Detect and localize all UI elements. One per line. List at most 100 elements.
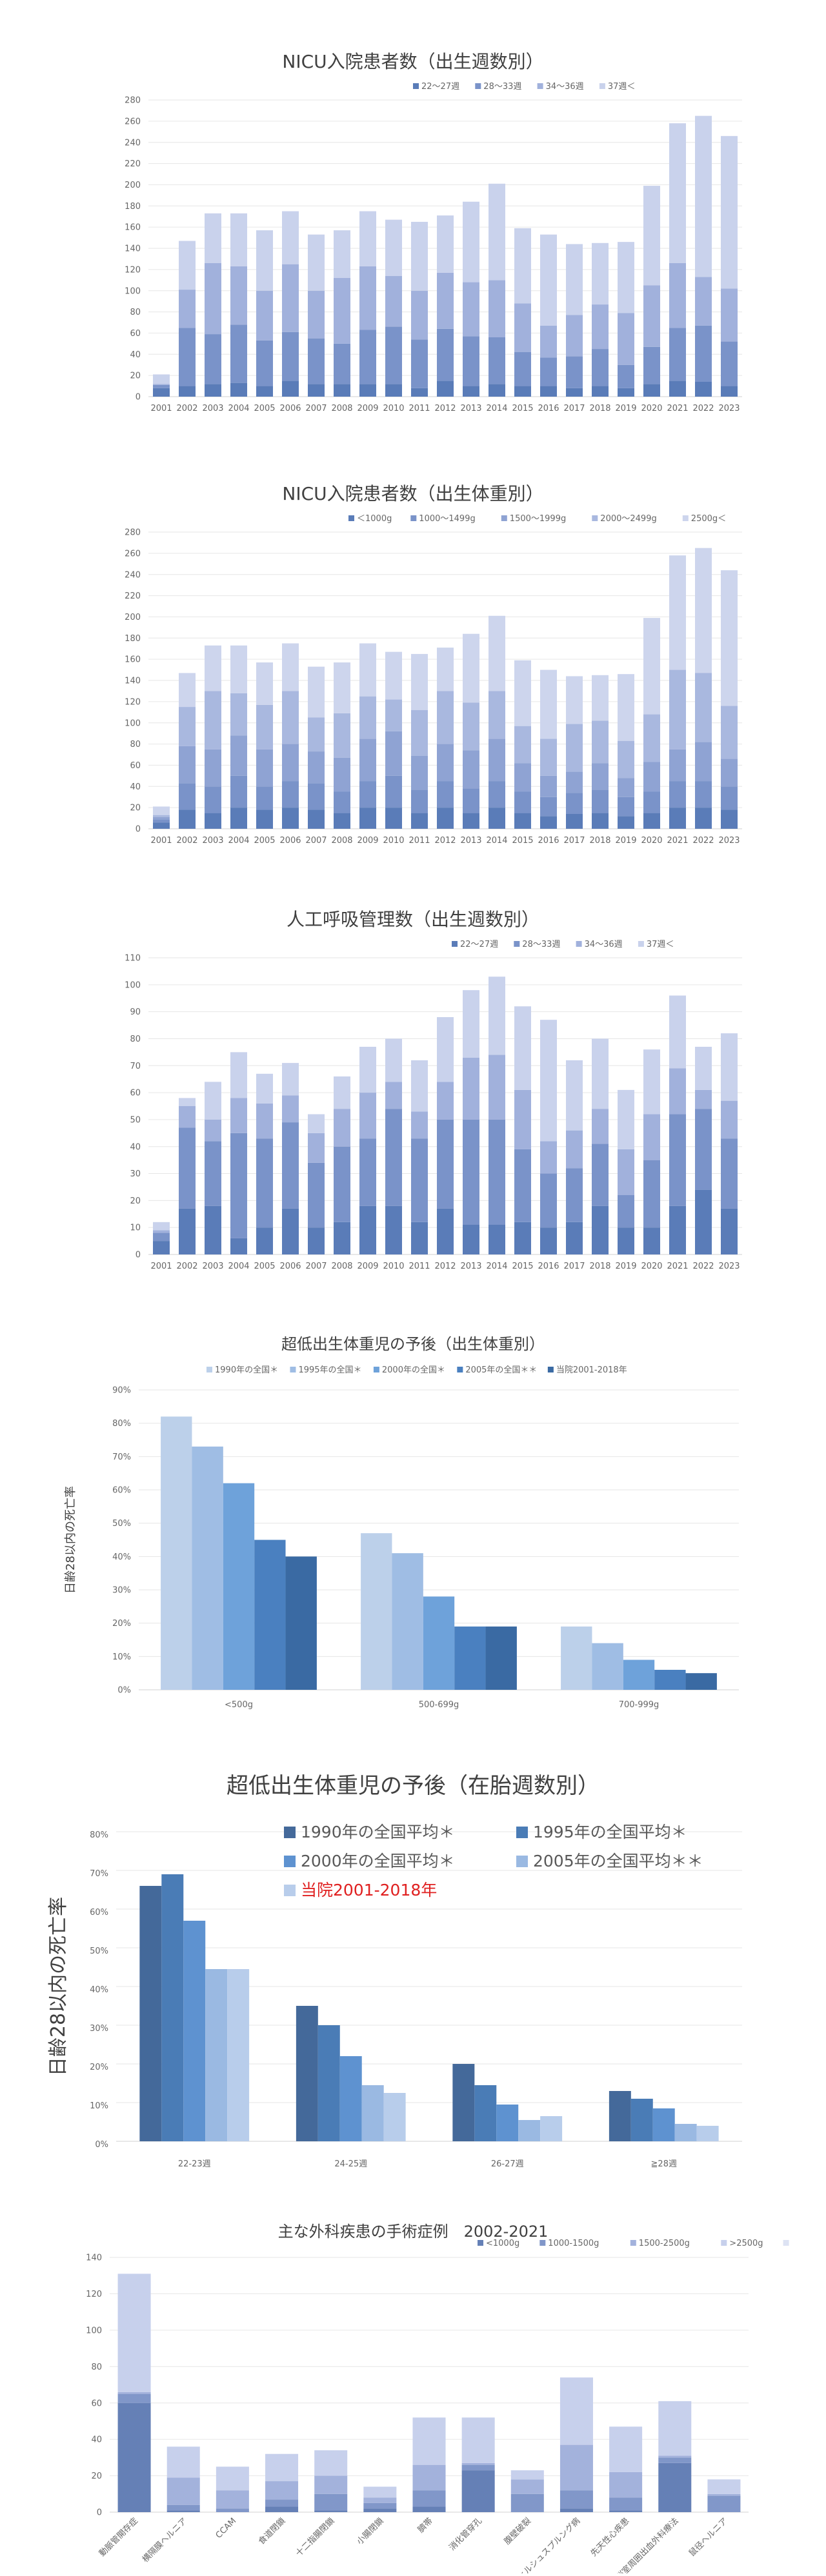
legend-swatch — [475, 83, 481, 89]
legend-swatch — [721, 2240, 727, 2246]
legend-entry: 当院2001-2018年 — [301, 1881, 437, 1899]
legend-swatch — [592, 515, 598, 521]
bar-2015-series-4 — [514, 660, 531, 726]
x-tick-label: CCAM — [214, 2516, 239, 2541]
bar-2011-series-1 — [411, 339, 428, 388]
legend: <1000g 1000-1500g 1500-2500g >2500g — [478, 2239, 789, 2248]
x-tick-label: 2006 — [279, 404, 301, 413]
legend-entry: 2500g＜ — [691, 514, 726, 524]
bar-22-23週-series-1 — [161, 1874, 184, 2141]
bar-2011-series-3 — [411, 1060, 428, 1112]
y-tick-label: 50 — [130, 1115, 141, 1125]
bar-2011-series-0 — [411, 388, 428, 397]
bar-2007-series-3 — [308, 1114, 325, 1133]
bar-2023-series-4 — [721, 570, 738, 706]
bar-2016-series-1 — [540, 1173, 557, 1228]
bar-横隔膜ヘルニア-series-0 — [166, 2510, 200, 2512]
bar-2023-series-2 — [721, 1100, 738, 1139]
chart-elbw-prognosis-gestation: 超低出生体重児の予後（在胎週数別） 0% 10% 20% 30% 40% 50% 60% 70%… — [0, 1767, 826, 2180]
bar-26-27週-series-2 — [496, 2105, 519, 2141]
bar-2001-series-0 — [153, 388, 170, 397]
x-tick-label: 2007 — [305, 836, 327, 846]
bar-2006-series-0 — [282, 381, 299, 397]
bar-2005-series-3 — [256, 704, 273, 749]
x-tick-label: 2004 — [228, 836, 249, 846]
x-tick-label: 24-25週 — [334, 2159, 367, 2169]
bar-<500g-series-1 — [192, 1446, 223, 1690]
legend-entry: 1990年の全国平均＊ — [301, 1823, 455, 1841]
bar-2008-series-0 — [334, 384, 350, 397]
bar-2005-series-1 — [256, 340, 273, 386]
bar-2020-series-1 — [643, 346, 660, 384]
legend-swatch — [410, 515, 417, 521]
bar-2003-series-0 — [205, 813, 221, 829]
y-tick-label: 50% — [112, 1519, 131, 1529]
bar-2010-series-1 — [385, 775, 402, 808]
bar-脳室周囲出血外科療法-series-0 — [658, 2462, 692, 2512]
bar-2003-series-1 — [205, 1141, 221, 1206]
bar-2014-series-3 — [489, 691, 505, 739]
bar-2018-series-1 — [592, 1144, 609, 1206]
x-tick-label: 2017 — [563, 836, 585, 846]
x-tick-label: 2018 — [589, 1262, 610, 1271]
bar-2017-series-0 — [566, 814, 583, 829]
bar-2021-series-1 — [669, 328, 686, 381]
legend-entry: 1995年の全国平均＊ — [533, 1823, 687, 1841]
bar-2003-series-3 — [205, 691, 221, 749]
bar-<500g-series-4 — [285, 1556, 317, 1690]
bar-2019-series-3 — [618, 242, 634, 313]
bar-2014-series-1 — [489, 1119, 505, 1225]
y-tick-label: 260 — [125, 117, 141, 126]
legend-swatch — [284, 1827, 296, 1838]
bar-2017-series-3 — [566, 244, 583, 315]
bar-2020-series-2 — [643, 1114, 660, 1160]
bar-2009-series-4 — [359, 643, 376, 697]
bar-小腸閉鎖-series-0 — [363, 2508, 397, 2512]
y-tick-label: 240 — [125, 138, 141, 148]
bar-2017-series-1 — [566, 793, 583, 814]
x-tick-label: 2002 — [176, 404, 197, 413]
x-tick-label: 2009 — [357, 1262, 378, 1271]
bar-2015-series-1 — [514, 1149, 531, 1222]
bar-2007-series-3 — [308, 234, 325, 291]
legend-swatch — [537, 83, 543, 89]
bar-2017-series-1 — [566, 1168, 583, 1222]
bar-2020-series-0 — [643, 813, 660, 829]
bar-24-25週-series-0 — [296, 2006, 318, 2141]
bar-2021-series-3 — [669, 669, 686, 749]
bar-2021-series-4 — [669, 555, 686, 670]
y-tick-label: 20 — [130, 372, 141, 381]
bar-先天性心疾患-series-2 — [609, 2472, 643, 2498]
bar-2014-series-3 — [489, 183, 505, 281]
bar-22-23週-series-0 — [139, 1886, 162, 2141]
bar-2020-series-2 — [643, 762, 660, 792]
bar-2020-series-2 — [643, 285, 660, 347]
y-tick-label: 200 — [125, 613, 141, 622]
bar-2020-series-3 — [643, 714, 660, 762]
bar-2003-series-0 — [205, 1205, 221, 1254]
bar-2012-series-3 — [437, 215, 454, 273]
y-tick-label: 0 — [136, 393, 141, 402]
bar-2019-series-3 — [618, 1089, 634, 1149]
legend-entry: 1000～1499g — [419, 514, 475, 524]
x-tick-label: 2022 — [692, 404, 714, 413]
bar-500-699g-series-0 — [361, 1533, 392, 1690]
bar-2011-series-3 — [411, 221, 428, 291]
bar-500-699g-series-4 — [485, 1626, 517, 1690]
y-tick-label: 80% — [90, 1830, 108, 1840]
bar-2011-series-1 — [411, 789, 428, 813]
y-tick-label: 100 — [86, 2326, 102, 2335]
legend-swatch — [539, 2240, 546, 2246]
bar-2013-series-0 — [463, 386, 479, 397]
legend: 22～27週 28～33週 34～36週 37週＜ — [413, 82, 635, 92]
chart-title: 超低出生体重児の予後（出生体重別） — [281, 1335, 545, 1353]
bar-2009-series-2 — [359, 1093, 376, 1139]
legend-entry: 2000年の全国＊ — [382, 1365, 445, 1375]
bar-2001-series-1 — [153, 384, 170, 388]
x-tick-label: 2023 — [718, 836, 740, 846]
y-tick-label: 60 — [91, 2399, 102, 2408]
bar-≧28週-series-2 — [652, 2108, 675, 2141]
bar-2010-series-3 — [385, 1038, 402, 1082]
legend-entry: 1500-2500g — [639, 2239, 690, 2248]
bar-2014-series-1 — [489, 337, 505, 384]
